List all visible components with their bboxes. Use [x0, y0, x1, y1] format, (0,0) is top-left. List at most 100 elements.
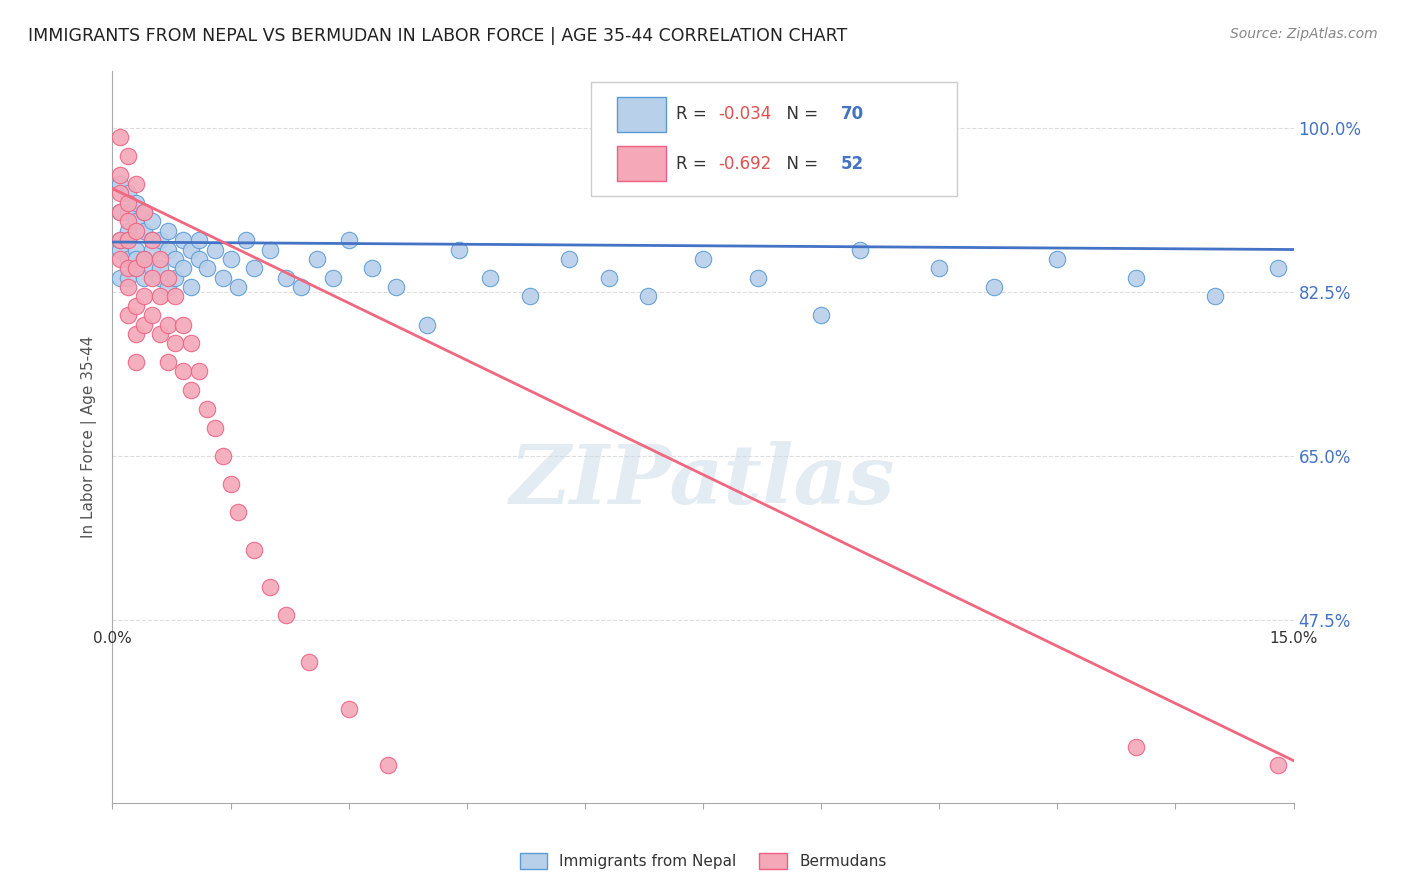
Point	[1267, 261, 1289, 276]
Point	[172, 364, 194, 378]
Point	[132, 252, 155, 266]
Point	[211, 449, 233, 463]
Point	[110, 205, 132, 219]
Point	[149, 289, 172, 303]
Point	[156, 224, 179, 238]
Text: 52: 52	[841, 154, 865, 173]
Point	[290, 280, 312, 294]
Point	[747, 270, 769, 285]
Point	[110, 270, 132, 285]
Point	[141, 270, 163, 285]
Point	[243, 261, 266, 276]
Legend: Immigrants from Nepal, Bermudans: Immigrants from Nepal, Bermudans	[513, 847, 893, 875]
Point	[117, 149, 139, 163]
Point	[125, 299, 148, 313]
Point	[228, 280, 250, 294]
Point	[117, 186, 139, 201]
Point	[322, 270, 344, 285]
Y-axis label: In Labor Force | Age 35-44: In Labor Force | Age 35-44	[80, 336, 97, 538]
Point	[849, 243, 872, 257]
Point	[204, 420, 226, 434]
Point	[125, 224, 148, 238]
Point	[117, 195, 139, 210]
Point	[298, 655, 321, 669]
Point	[479, 270, 502, 285]
Point	[195, 261, 218, 276]
Point	[125, 243, 148, 257]
Point	[141, 233, 163, 247]
Point	[141, 214, 163, 228]
Point	[195, 401, 218, 416]
Point	[117, 261, 139, 276]
Point	[1267, 758, 1289, 772]
Point	[307, 252, 329, 266]
Point	[149, 233, 172, 247]
Point	[558, 252, 581, 266]
Point	[219, 252, 242, 266]
Point	[132, 205, 155, 219]
Point	[141, 233, 163, 247]
Point	[204, 243, 226, 257]
Text: N =: N =	[776, 105, 824, 123]
Point	[149, 270, 172, 285]
Point	[110, 130, 132, 145]
Point	[110, 252, 132, 266]
Point	[243, 542, 266, 557]
Point	[156, 243, 179, 257]
Point	[188, 233, 211, 247]
Point	[810, 308, 832, 322]
Point	[110, 168, 132, 182]
Point	[172, 318, 194, 332]
Point	[117, 224, 139, 238]
Point	[385, 280, 408, 294]
Point	[274, 608, 297, 623]
Point	[117, 280, 139, 294]
Point	[637, 289, 659, 303]
Text: 0.0%: 0.0%	[93, 631, 132, 646]
Point	[110, 233, 132, 247]
Point	[165, 270, 187, 285]
Point	[188, 364, 211, 378]
Point	[132, 318, 155, 332]
Point	[125, 214, 148, 228]
Point	[1046, 252, 1069, 266]
Point	[141, 243, 163, 257]
Point	[125, 177, 148, 191]
Point	[928, 261, 950, 276]
Point	[149, 326, 172, 341]
Point	[117, 214, 139, 228]
Point	[1125, 270, 1147, 285]
Point	[132, 224, 155, 238]
Point	[259, 243, 281, 257]
Point	[156, 318, 179, 332]
Point	[361, 261, 384, 276]
FancyBboxPatch shape	[617, 96, 666, 132]
Point	[132, 205, 155, 219]
Point	[180, 280, 202, 294]
Point	[165, 289, 187, 303]
Point	[156, 280, 179, 294]
Text: ZIPatlas: ZIPatlas	[510, 441, 896, 521]
Point	[259, 580, 281, 594]
Point	[172, 233, 194, 247]
Point	[132, 252, 155, 266]
Text: Source: ZipAtlas.com: Source: ZipAtlas.com	[1230, 27, 1378, 41]
Point	[598, 270, 620, 285]
Point	[125, 355, 148, 369]
Point	[165, 252, 187, 266]
Text: 15.0%: 15.0%	[1270, 631, 1317, 646]
Point	[228, 505, 250, 519]
Text: IMMIGRANTS FROM NEPAL VS BERMUDAN IN LABOR FORCE | AGE 35-44 CORRELATION CHART: IMMIGRANTS FROM NEPAL VS BERMUDAN IN LAB…	[28, 27, 848, 45]
Point	[188, 252, 211, 266]
Point	[125, 261, 148, 276]
Point	[149, 252, 172, 266]
Point	[141, 308, 163, 322]
Point	[110, 186, 132, 201]
Text: -0.034: -0.034	[718, 105, 772, 123]
Point	[149, 261, 172, 276]
Point	[125, 326, 148, 341]
Point	[692, 252, 714, 266]
Point	[117, 252, 139, 266]
Point	[337, 702, 360, 716]
Text: N =: N =	[776, 154, 824, 173]
